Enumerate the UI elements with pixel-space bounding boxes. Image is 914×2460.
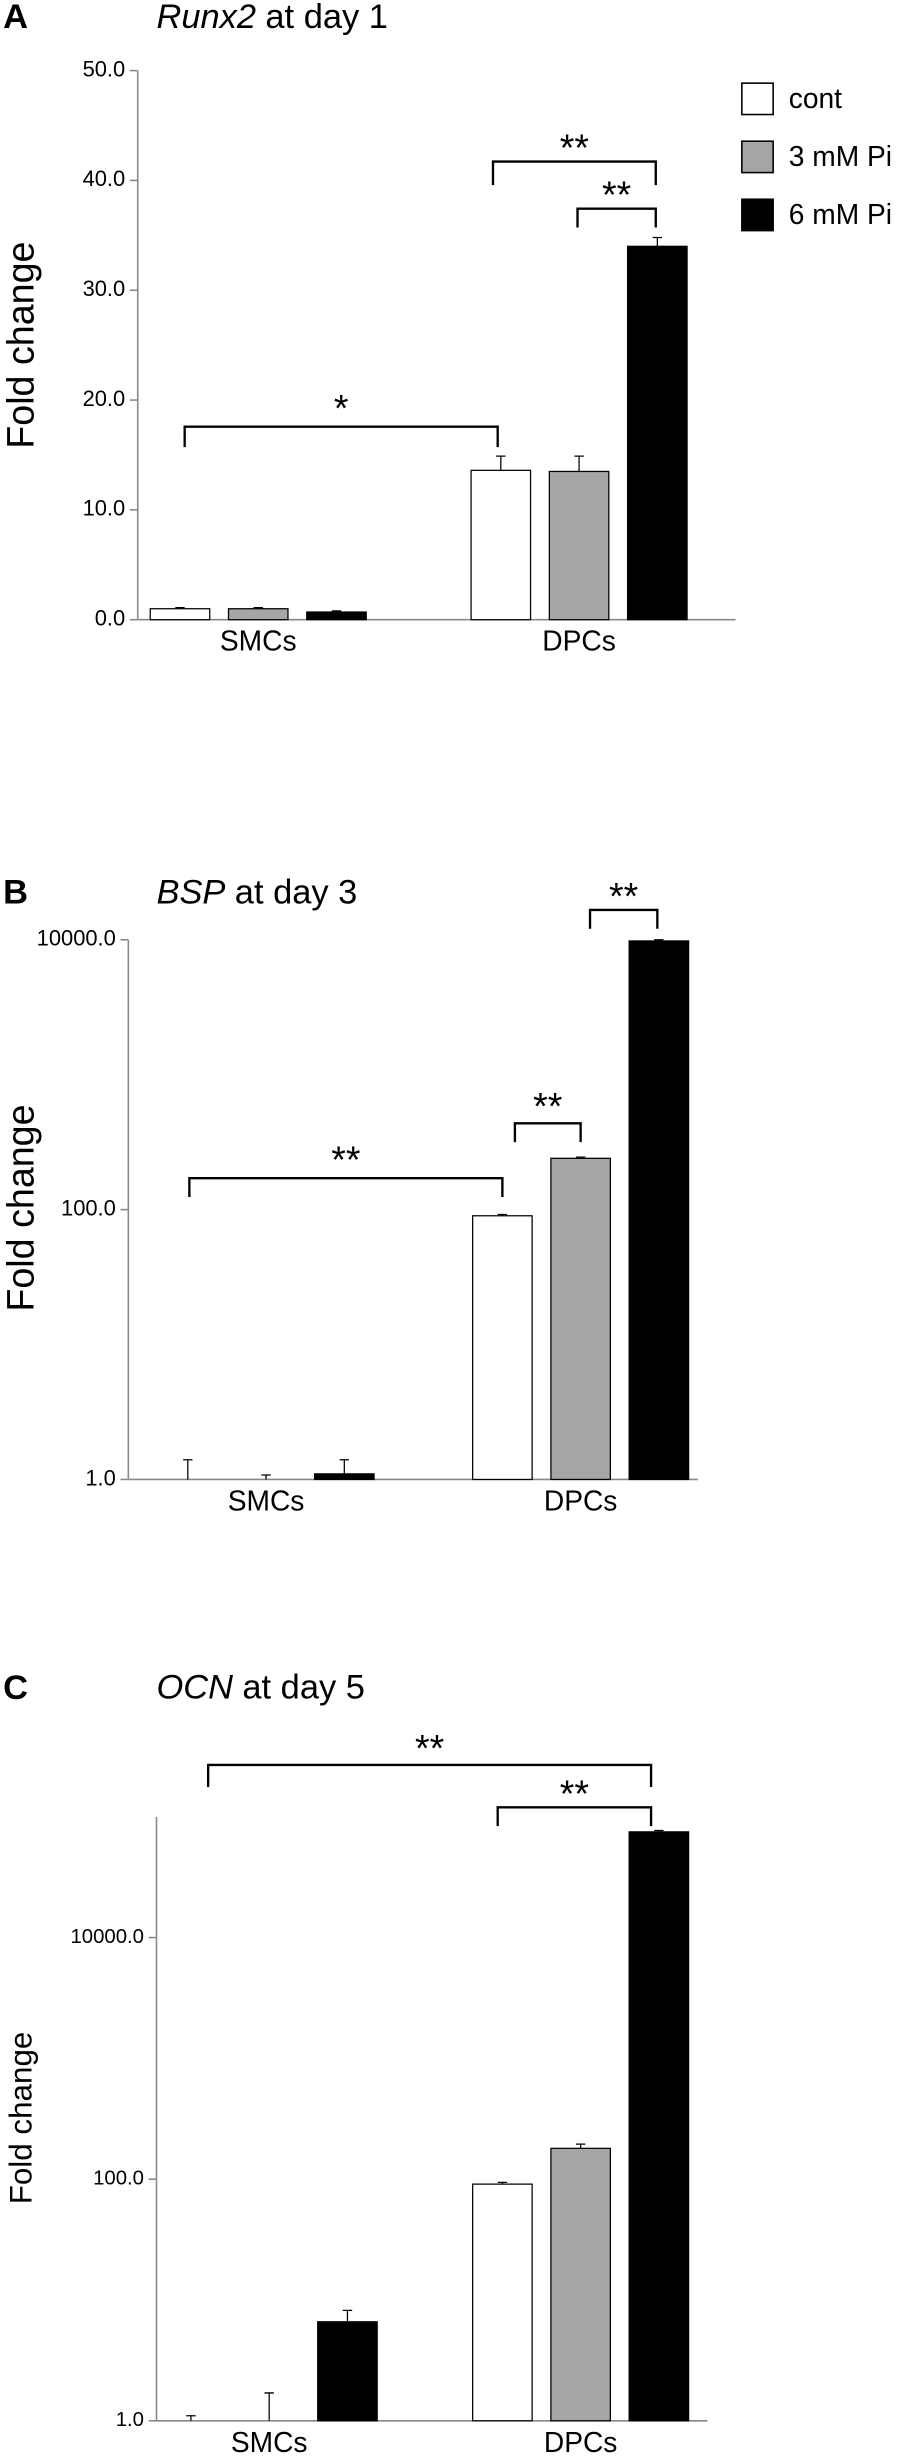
chart-title: BSP at day 3 — [157, 873, 358, 911]
y-tick-label: 10000.0 — [37, 926, 116, 951]
significance-bracket — [576, 207, 657, 228]
y-tick-label: 40.0 — [83, 166, 126, 191]
x-tick-label: SMCs — [228, 1484, 305, 1516]
y-tick-label: 20.0 — [83, 386, 126, 411]
bar — [626, 245, 688, 621]
legend-label: 3 mM Pi — [789, 140, 892, 172]
bar — [227, 608, 289, 621]
error-bar — [175, 606, 185, 609]
y-tick-label: 30.0 — [83, 276, 126, 301]
x-tick-label: DPCs — [544, 2426, 618, 2458]
error-bar — [575, 2143, 586, 2149]
y-tick-label: 100.0 — [61, 1195, 116, 1220]
panel-letter: B — [3, 873, 28, 911]
significance-label: ** — [560, 1772, 590, 1814]
y-axis-label: Fold change — [0, 1104, 41, 1311]
title-gene: OCN — [157, 1669, 234, 1707]
y-tick-label: 1.0 — [116, 2409, 144, 2431]
significance-bracket — [496, 1806, 653, 1827]
y-tick-label: 50.0 — [83, 56, 126, 81]
significance-label: ** — [415, 1727, 445, 1769]
error-bar — [342, 2309, 353, 2322]
significance-bracket — [491, 160, 657, 186]
significance-bracket — [183, 425, 499, 448]
significance-label: ** — [331, 1138, 361, 1180]
x-tick-label: DPCs — [544, 1484, 618, 1516]
significance-bracket — [588, 908, 659, 929]
y-axis-label: Fold change — [4, 2032, 39, 2205]
title-rest: at day 1 — [265, 0, 388, 36]
bar — [472, 2183, 533, 2422]
error-bar — [183, 1459, 193, 1480]
significance-label: ** — [609, 875, 639, 917]
bar — [470, 469, 532, 621]
significance-bracket — [513, 1122, 582, 1143]
significance-label: ** — [560, 127, 590, 169]
x-tick-label: DPCs — [542, 625, 616, 657]
legend-label: cont — [789, 82, 842, 114]
bar — [628, 1831, 690, 2422]
error-bar — [654, 1829, 664, 1832]
error-bar — [654, 939, 664, 941]
legend-swatch — [741, 82, 774, 116]
bar — [550, 2147, 612, 2422]
title-gene: Runx2 — [157, 0, 257, 36]
y-tick-label: 0.0 — [95, 605, 125, 630]
error-bar — [186, 2415, 196, 2421]
y-tick-label: 1.0 — [85, 1465, 115, 1490]
y-tick-label: 10.0 — [83, 496, 126, 521]
bar — [149, 608, 211, 621]
error-bar — [574, 455, 584, 472]
significance-bracket — [188, 1177, 504, 1198]
error-bar — [652, 236, 663, 247]
error-bar — [264, 2392, 274, 2421]
error-bar — [339, 1459, 350, 1474]
legend-swatch — [741, 198, 774, 232]
bar — [548, 470, 610, 621]
significance-label: * — [334, 387, 349, 429]
y-axis-label: Fold change — [0, 242, 41, 449]
panel-letter: C — [3, 1669, 28, 1707]
bar — [317, 2321, 378, 2422]
y-tick-label: 100.0 — [93, 2168, 144, 2190]
x-tick-label: SMCs — [220, 625, 297, 657]
error-bar — [497, 1213, 508, 1216]
bar — [313, 1473, 375, 1481]
legend-swatch — [741, 140, 774, 174]
error-bar — [331, 610, 342, 613]
error-bar — [261, 1474, 271, 1480]
significance-label: ** — [533, 1085, 563, 1127]
significance-bracket — [206, 1763, 653, 1787]
title-gene: BSP — [157, 873, 226, 911]
x-tick-label: SMCs — [231, 2426, 308, 2458]
legend-label: 6 mM Pi — [789, 198, 892, 230]
chart-title: Runx2 at day 1 — [157, 0, 388, 36]
error-bar — [496, 455, 506, 471]
error-bar — [253, 606, 263, 609]
significance-label: ** — [602, 174, 632, 216]
bar — [306, 611, 367, 621]
y-tick-label: 10000.0 — [70, 1926, 144, 1948]
error-bar — [497, 2181, 508, 2185]
panel-letter: A — [3, 0, 28, 36]
title-rest: at day 5 — [242, 1669, 365, 1707]
bar — [550, 1157, 612, 1481]
title-rest: at day 3 — [235, 873, 358, 911]
error-bar — [575, 1156, 586, 1159]
bar — [472, 1215, 533, 1481]
chart-title: OCN at day 5 — [157, 1669, 365, 1707]
bar — [628, 940, 690, 1481]
